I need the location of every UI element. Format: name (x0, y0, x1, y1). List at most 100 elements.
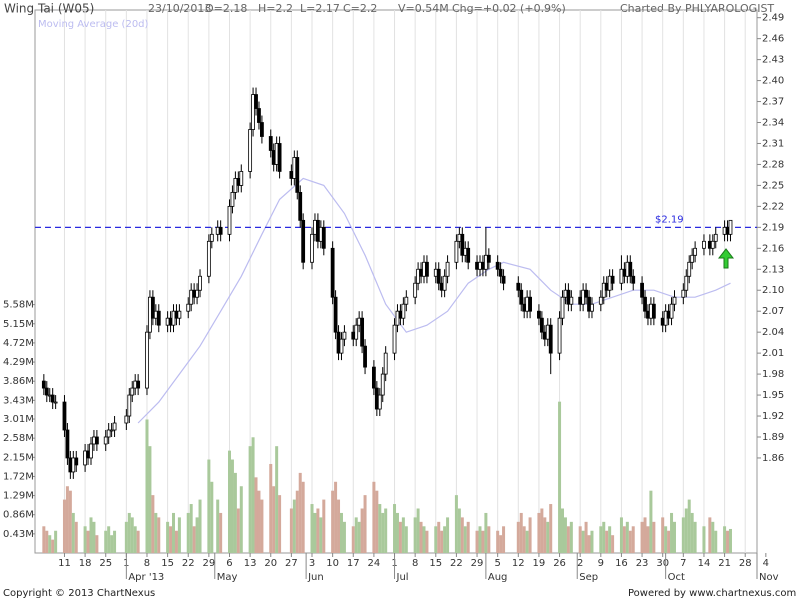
volume-bar (42, 526, 46, 553)
volume-bar (195, 517, 199, 553)
x-tick-label: 3 (309, 558, 315, 569)
volume-bar (257, 490, 261, 553)
candle-body (112, 422, 117, 431)
volume-bar (210, 481, 214, 553)
candle-body (103, 436, 108, 445)
candle-body (260, 122, 264, 137)
candle-body (651, 303, 656, 319)
volume-bar (587, 535, 591, 553)
volume-bar (522, 526, 526, 553)
volume-bar (728, 528, 732, 553)
candle-body (687, 261, 692, 277)
quote-date: 23/10/2013 (148, 2, 211, 15)
volume-bar (110, 535, 114, 553)
layers: 1118251815222961320273101724181522295121… (3, 10, 784, 583)
volume-bar (460, 517, 464, 553)
y2-tick-label: 2.58M (3, 433, 34, 444)
quote-item: V=0.54M (398, 2, 449, 15)
x-tick-label: 18 (79, 558, 92, 569)
month-label: Aug (488, 572, 508, 583)
volume-bar (354, 517, 358, 553)
volume-bar (661, 517, 665, 553)
volume-bar (133, 526, 137, 553)
volume-bar (425, 530, 429, 553)
quote-item: O=2.18 (205, 2, 247, 15)
volume-bar (481, 530, 485, 553)
candle-body (486, 254, 491, 263)
candle-body (65, 429, 70, 459)
volume-bar (177, 517, 181, 553)
candle-body (392, 324, 397, 354)
volume-bar (487, 526, 491, 553)
candle-body (339, 338, 344, 354)
volume-bar (584, 521, 588, 553)
volume-bar (151, 495, 155, 553)
x-tick-label: 30 (656, 558, 669, 569)
volume-bar (401, 517, 405, 553)
volume-bar (166, 521, 170, 553)
candle-body (643, 296, 647, 312)
candle-body (333, 296, 338, 333)
x-tick-label: 15 (161, 558, 174, 569)
x-tick-label: 22 (450, 558, 463, 569)
volume-bar (395, 512, 399, 553)
volume-bar (113, 530, 117, 553)
volume-bar (640, 521, 644, 553)
volume-bar (569, 521, 573, 553)
volume-bar (687, 499, 691, 553)
x-tick-label: 23 (636, 558, 649, 569)
volume-bar (227, 450, 231, 553)
volume-bar (608, 526, 612, 553)
y-tick-label: 1.98 (762, 369, 784, 380)
candle-body (109, 429, 114, 432)
x-tick-label: 19 (533, 558, 546, 569)
candle-body (377, 394, 382, 410)
y-tick-label: 1.86 (762, 453, 784, 464)
y-tick-label: 2.04 (762, 327, 784, 338)
candle-body (195, 289, 199, 298)
volume-bar (393, 504, 397, 553)
volume-bar (219, 512, 223, 553)
volume-bar (95, 535, 99, 553)
candle-body (425, 261, 429, 277)
candle-body (127, 394, 132, 417)
candle-body (466, 247, 471, 263)
volume-bar (484, 512, 488, 553)
chart-title: Wing Tai (W05) (4, 2, 94, 16)
volume-bar (578, 526, 582, 553)
quote-item: C=2.2 (343, 2, 377, 15)
volume-bar (310, 504, 314, 553)
volume-bar (667, 530, 671, 553)
volume-bar (351, 526, 355, 553)
volume-bar (499, 535, 503, 553)
candle-body (342, 331, 347, 340)
candle-body (560, 296, 565, 319)
volume-bar (646, 526, 650, 553)
y-tick-label: 2.40 (762, 76, 784, 87)
candle-body (537, 310, 541, 319)
candle-body (401, 303, 406, 319)
y2-tick-label: 1.72M (3, 471, 34, 482)
volume-bar (466, 521, 470, 553)
volume-bar (404, 526, 408, 553)
candle-body (50, 394, 55, 403)
volume-bar (360, 508, 364, 553)
candle-body (41, 380, 46, 389)
y-tick-label: 1.89 (762, 432, 784, 443)
volume-bar (625, 521, 629, 553)
y2-tick-label: 0.86M (3, 510, 34, 521)
volume-bar (48, 535, 52, 553)
volume-bar (711, 521, 715, 553)
x-tick-label: 26 (553, 558, 566, 569)
volume-bar (127, 512, 131, 553)
candle-body (557, 317, 562, 354)
volume-bar (172, 512, 176, 553)
x-tick-label: 12 (512, 558, 525, 569)
plot-area (34, 9, 758, 554)
y-tick-label: 2.43 (762, 55, 784, 66)
volume-bar (419, 521, 423, 553)
volume-bar (339, 512, 343, 553)
candle-body (501, 275, 506, 284)
x-tick-label: 8 (144, 558, 150, 569)
